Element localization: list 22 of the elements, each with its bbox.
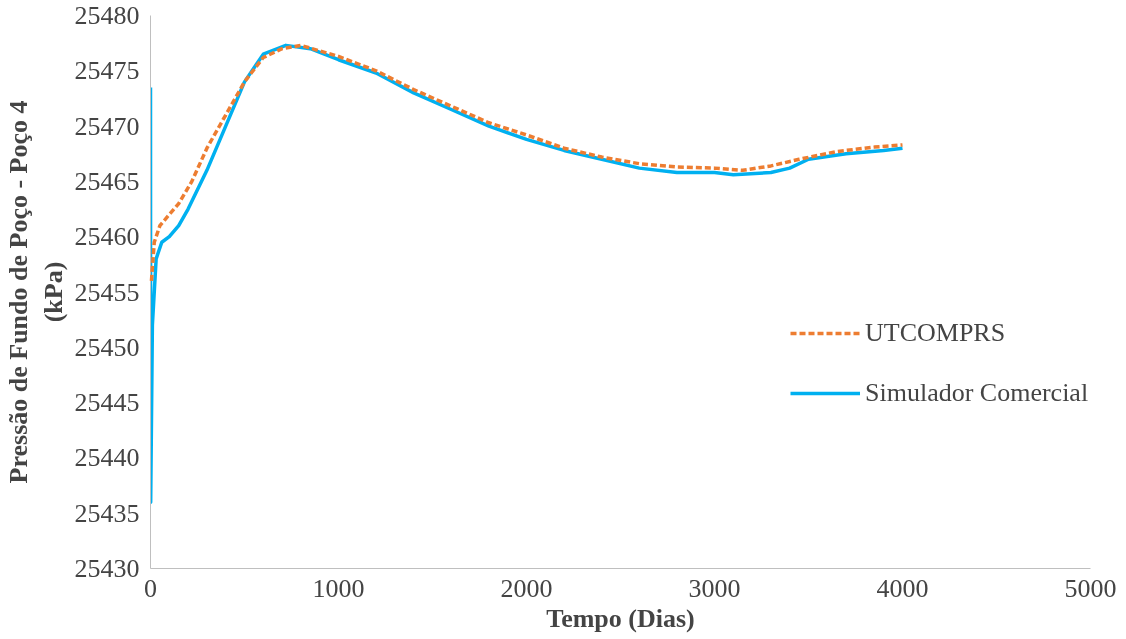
y-axis-title: Pressão de Fundo de Poço - Poço 4 (kPa)	[3, 100, 68, 484]
y-tick-label: 25475	[74, 56, 140, 86]
y-tick-label: 25445	[74, 388, 140, 418]
x-tick-label: 4000	[876, 573, 929, 603]
y-tick-label: 25455	[74, 277, 140, 307]
y-tick-label: 25430	[74, 554, 140, 583]
y-tick-label: 25435	[74, 498, 140, 528]
y-tick-label: 25465	[74, 166, 140, 196]
x-axis-title: Tempo (Dias)	[546, 603, 695, 633]
y-tick-label: 25450	[74, 332, 140, 362]
y-tick-label: 25480	[74, 1, 140, 30]
y-tick-label: 25470	[74, 111, 140, 141]
y-tick-label: 25460	[74, 222, 140, 252]
x-tick-label: 1000	[312, 573, 365, 603]
x-tick-label: 5000	[1064, 573, 1117, 603]
line-series	[149, 43, 905, 283]
legend-label: Simulador Comercial	[865, 378, 1089, 408]
x-tick-label: 0	[144, 573, 157, 603]
y-tick-label: 25440	[74, 443, 140, 473]
x-tick-label: 2000	[500, 573, 553, 603]
x-tick-label: 3000	[688, 573, 741, 603]
legend-label: UTCOMPRS	[865, 318, 1006, 348]
